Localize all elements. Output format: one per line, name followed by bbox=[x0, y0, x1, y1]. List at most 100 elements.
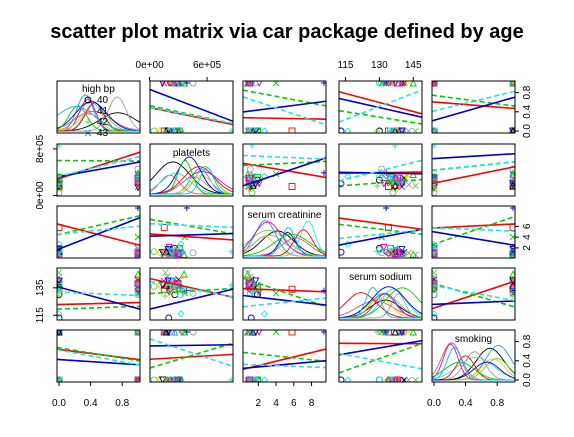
data-point bbox=[260, 127, 269, 133]
density-curve bbox=[339, 297, 422, 319]
data-point bbox=[134, 174, 140, 182]
data-point bbox=[409, 330, 417, 336]
data-point bbox=[260, 172, 269, 181]
panel-content bbox=[432, 206, 515, 258]
data-point bbox=[134, 286, 140, 295]
data-point bbox=[135, 206, 140, 211]
data-point bbox=[247, 273, 254, 281]
data-point bbox=[393, 81, 401, 87]
tick-label: 8e+05 bbox=[35, 134, 46, 163]
tick-label: 0.4 bbox=[84, 398, 98, 409]
data-point bbox=[393, 127, 402, 133]
panel-serum-creatinine-vs-smoking bbox=[431, 205, 516, 259]
data-point bbox=[247, 330, 255, 336]
data-point bbox=[380, 243, 388, 252]
data-point bbox=[163, 126, 170, 133]
panel-content bbox=[243, 330, 326, 382]
fit-line bbox=[432, 90, 515, 113]
fit-line bbox=[150, 277, 233, 298]
fit-line bbox=[243, 297, 326, 308]
density-curve bbox=[150, 156, 233, 195]
fit-line bbox=[57, 348, 140, 366]
fit-line bbox=[57, 301, 140, 306]
data-point bbox=[392, 126, 399, 133]
fit-line bbox=[339, 339, 422, 356]
data-point bbox=[174, 81, 182, 87]
data-point bbox=[382, 81, 390, 87]
fit-line bbox=[243, 89, 326, 107]
data-point bbox=[383, 206, 390, 211]
data-point bbox=[288, 285, 296, 293]
data-point bbox=[134, 376, 140, 382]
tick-label: 135 bbox=[35, 279, 46, 296]
data-point bbox=[391, 181, 399, 189]
data-point bbox=[509, 278, 515, 286]
data-point bbox=[57, 314, 63, 320]
data-point bbox=[393, 249, 401, 257]
fit-line bbox=[243, 348, 326, 371]
data-point bbox=[409, 250, 417, 258]
panel-smoking-vs-serum-sodium bbox=[338, 329, 423, 383]
fit-line bbox=[339, 171, 422, 175]
data-point bbox=[509, 81, 515, 87]
data-point bbox=[134, 183, 140, 191]
data-point bbox=[398, 330, 405, 337]
density-curve bbox=[57, 101, 140, 132]
panel-serum-sodium-vs-serum-sodium: serum sodium bbox=[338, 267, 423, 321]
density-curve bbox=[57, 106, 140, 132]
data-point bbox=[178, 286, 186, 295]
panel-border bbox=[338, 329, 423, 383]
data-point bbox=[432, 249, 438, 257]
data-point bbox=[432, 144, 437, 149]
diagonal-label: serum sodium bbox=[349, 272, 412, 283]
data-point bbox=[178, 275, 185, 282]
data-point bbox=[344, 127, 352, 133]
data-point bbox=[134, 233, 140, 241]
panel-content bbox=[57, 269, 140, 320]
data-point bbox=[432, 81, 437, 86]
data-point bbox=[391, 330, 399, 336]
density-curve bbox=[57, 105, 140, 132]
fit-line bbox=[243, 116, 326, 121]
data-point bbox=[248, 127, 256, 133]
tick-label: 115 bbox=[35, 307, 46, 323]
panel-smoking-vs-serum-creatinine bbox=[242, 329, 327, 383]
fit-line bbox=[150, 88, 233, 123]
panel-border bbox=[242, 267, 327, 321]
panel-content bbox=[243, 269, 326, 320]
data-point bbox=[509, 171, 515, 180]
data-point bbox=[321, 81, 326, 86]
panel-serum-creatinine-vs-serum-sodium bbox=[338, 205, 423, 259]
density-curve bbox=[243, 229, 326, 257]
tick-label: 145 bbox=[405, 60, 422, 71]
data-point bbox=[189, 330, 197, 336]
panel-content bbox=[150, 156, 233, 195]
fit-line bbox=[432, 160, 515, 171]
data-point bbox=[405, 181, 413, 189]
chart-title: scatter plot matrix via car package defi… bbox=[50, 21, 524, 43]
data-point bbox=[384, 376, 393, 382]
data-point bbox=[228, 248, 233, 255]
fit-line bbox=[57, 159, 140, 162]
panel-serum-creatinine-vs-platelets bbox=[149, 205, 234, 259]
data-point bbox=[321, 169, 326, 176]
fit-line bbox=[243, 287, 326, 293]
legend-label: 40 bbox=[97, 95, 109, 106]
panel-content bbox=[243, 144, 326, 196]
data-point bbox=[168, 248, 176, 256]
legend-label: 42 bbox=[97, 117, 109, 128]
fit-line bbox=[57, 291, 140, 297]
panel-border bbox=[242, 329, 327, 383]
fit-line bbox=[243, 294, 326, 306]
data-point bbox=[396, 81, 403, 86]
panel-content bbox=[57, 330, 140, 382]
density-curve bbox=[432, 356, 515, 380]
fit-line bbox=[243, 351, 326, 363]
data-point bbox=[134, 248, 140, 256]
data-point bbox=[403, 330, 410, 335]
tick-label: 0.8 bbox=[115, 398, 129, 409]
data-point bbox=[392, 81, 399, 88]
data-point bbox=[432, 310, 438, 318]
data-point bbox=[396, 180, 404, 189]
data-point bbox=[150, 376, 158, 382]
